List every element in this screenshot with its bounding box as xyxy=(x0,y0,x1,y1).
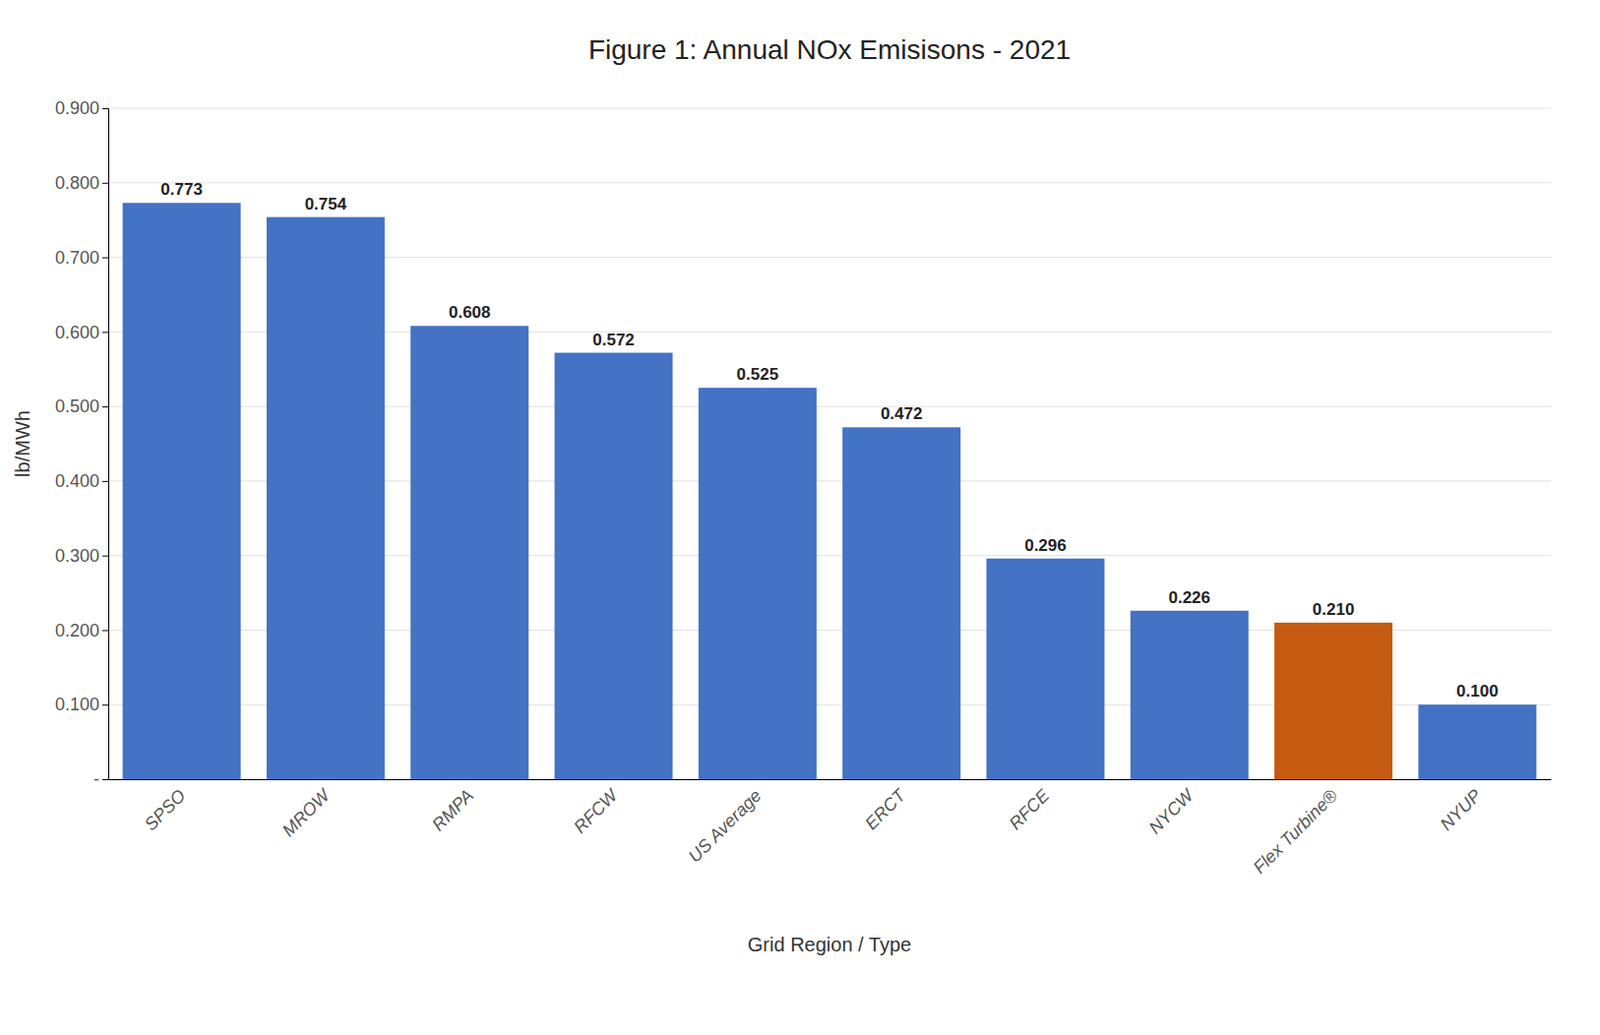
chart: 0.773 0.754 0.608 0.572 0.525 0.472 0.296 0.226… xyxy=(0,0,1600,1035)
y-tick-label: 0.500 xyxy=(55,396,100,417)
x-axis-title: Grid Region / Type xyxy=(747,933,912,956)
data-label: 0.226 xyxy=(1168,588,1211,608)
bar xyxy=(842,427,961,780)
data-label: 0.754 xyxy=(305,194,348,214)
x-tick: US Average xyxy=(684,786,766,867)
y-tick: 0.100 xyxy=(55,694,109,715)
x-tick-label: RFCE xyxy=(1005,785,1054,834)
x-tick: RFCW xyxy=(569,784,623,838)
y-axis-line xyxy=(102,109,110,781)
data-label: 0.472 xyxy=(880,404,924,424)
x-tick: RMPA xyxy=(428,786,478,836)
bar xyxy=(1130,611,1249,780)
x-tick: ERCT xyxy=(861,784,911,834)
x-axis: SPSO MROW RMPA RFCW US Average ERCT RFCE NYCW Fl… xyxy=(109,780,1552,878)
y-axis-title: lb/MWh xyxy=(11,410,34,478)
bar xyxy=(266,217,385,780)
y-tick: 0.200 xyxy=(55,620,109,641)
y-tick-label: 0.200 xyxy=(55,620,100,641)
x-tick: NYUP xyxy=(1436,786,1486,836)
x-tick: RFCE xyxy=(1005,785,1054,834)
data-label: 0.100 xyxy=(1456,681,1499,701)
data-label: 0.608 xyxy=(448,303,492,322)
bar xyxy=(698,387,817,780)
x-tick-label: Flex Turbine® xyxy=(1249,785,1343,878)
bar xyxy=(410,325,529,780)
x-tick-label: ERCT xyxy=(861,784,911,834)
data-label: 0.773 xyxy=(160,180,203,199)
y-tick-mark xyxy=(102,406,109,408)
y-tick-label: 0.100 xyxy=(55,694,100,715)
y-tick-label: 0.400 xyxy=(55,471,100,492)
x-tick-label: SPSO xyxy=(140,786,190,836)
y-tick-mark xyxy=(102,779,109,781)
y-tick-label: 0.300 xyxy=(55,546,100,566)
data-label: 0.525 xyxy=(737,365,780,384)
y-tick-mark xyxy=(102,331,109,333)
y-tick-label: - xyxy=(93,769,100,790)
x-tick-label: NYUP xyxy=(1436,786,1486,836)
bar xyxy=(123,202,242,780)
bar xyxy=(1274,622,1393,780)
y-tick: 0.300 xyxy=(55,546,109,566)
y-tick-label: 0.700 xyxy=(55,247,100,268)
y-tick-label: 0.900 xyxy=(55,98,100,119)
y-axis: - 0.100 0.200 0.300 0.400 0.500 0.600 0.700 0.80… xyxy=(55,98,110,790)
data-label: 0.296 xyxy=(1024,536,1067,555)
y-tick: 0.800 xyxy=(55,173,109,193)
y-tick-label: 0.600 xyxy=(55,322,100,343)
y-tick: 0.900 xyxy=(55,98,109,119)
y-tick: 0.600 xyxy=(55,322,109,343)
grid xyxy=(108,108,1551,780)
title: Figure 1: Annual NOx Emisisons - 2021 xyxy=(588,34,1071,65)
y-tick-mark xyxy=(102,481,109,483)
data-label: 0.572 xyxy=(592,330,635,350)
bar xyxy=(554,353,674,780)
bar xyxy=(985,558,1105,780)
x-tick: MROW xyxy=(278,784,335,841)
data-labels: 0.773 0.754 0.608 0.572 0.525 0.472 0.296 0.226… xyxy=(160,180,1498,701)
plot: 0.773 0.754 0.608 0.572 0.525 0.472 0.296 0.226… xyxy=(55,98,1552,878)
x-tick-label: RMPA xyxy=(428,786,478,836)
bars xyxy=(123,202,1538,780)
x-tick-label: NYCW xyxy=(1145,784,1199,838)
y-tick: 0.700 xyxy=(55,247,109,268)
y-tick-mark xyxy=(102,555,109,557)
y-tick-mark xyxy=(102,108,109,110)
x-axis-line xyxy=(109,779,1552,781)
grid-line xyxy=(108,182,1551,184)
y-tick: - xyxy=(93,769,109,790)
data-label: 0.210 xyxy=(1312,600,1355,619)
x-tick-label: US Average xyxy=(684,786,766,867)
x-tick: Flex Turbine® xyxy=(1249,785,1343,878)
x-tick: SPSO xyxy=(140,786,190,836)
y-tick-mark xyxy=(102,629,109,631)
bar xyxy=(1417,704,1537,780)
x-tick-label: MROW xyxy=(278,784,335,841)
grid-line xyxy=(108,108,1551,110)
y-tick: 0.500 xyxy=(55,396,109,417)
y-tick-mark xyxy=(102,183,109,185)
y-tick-label: 0.800 xyxy=(55,173,100,193)
y-tick-mark xyxy=(102,257,109,259)
x-tick-label: RFCW xyxy=(569,784,623,838)
x-tick: NYCW xyxy=(1145,784,1199,838)
y-tick-mark xyxy=(102,704,109,706)
y-tick: 0.400 xyxy=(55,471,109,492)
